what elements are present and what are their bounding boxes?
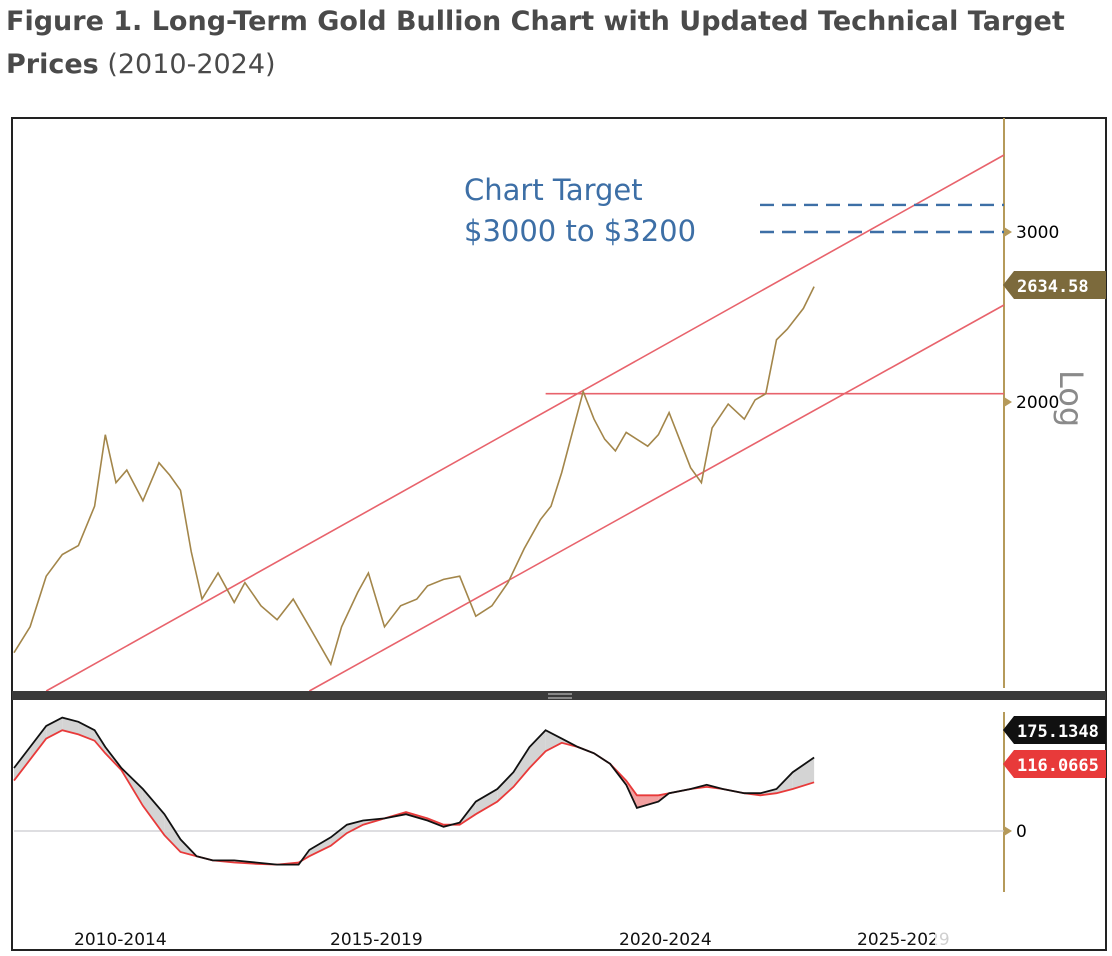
watermark-overlay: [935, 924, 1105, 948]
oscillator-fill-segment: [529, 730, 546, 768]
oscillator-fill-segment: [475, 789, 498, 815]
oscillator-tick-mark: [1004, 826, 1012, 836]
last-price-tag-shape: [1003, 271, 1106, 299]
oscillator-fill-segment: [545, 730, 562, 752]
oscillator-tag-red-shape: [1003, 750, 1106, 778]
oscillator-fill-segment: [792, 757, 815, 789]
oscillator-fill-segment: [497, 772, 514, 802]
price-panel: Chart Target $3000 to $3200 2000 3000 263…: [13, 154, 1106, 692]
oscillator-fill-segment: [330, 824, 347, 846]
period-label: 2025-2029: [857, 930, 950, 950]
channel-line: [45, 154, 1005, 692]
price-tick-label: 2000: [1016, 393, 1059, 413]
price-ticks: 2000 3000: [1004, 223, 1059, 413]
figure-title-years: (2010-2024): [98, 49, 276, 80]
oscillator-fill-segment: [142, 789, 165, 836]
period-label: 2010-2014: [74, 930, 167, 950]
price-tick-label: 3000: [1016, 223, 1059, 243]
oscillator-value-tag-black: 175.1348: [1003, 716, 1106, 744]
oscillator-fill-segment: [513, 747, 530, 787]
panel-splitter[interactable]: [12, 691, 1106, 700]
oscillator-main-line: [13, 716, 815, 866]
target-label-line1: Chart Target: [464, 173, 643, 207]
oscillator-fill-segment: [636, 795, 659, 808]
splitter-grip: [548, 697, 572, 699]
period-label: 2015-2019: [330, 930, 423, 950]
oscillator-tick-label: 0: [1016, 822, 1027, 842]
gold-price-line: [13, 286, 815, 667]
target-dashes: [760, 203, 1004, 234]
oscillator-tag-black-shape: [1003, 716, 1106, 744]
figure-title-bold: Figure 1. Long-Term Gold Bullion Chart w…: [6, 6, 1065, 80]
last-price-tag: 2634.58: [1003, 271, 1106, 299]
log-axis-label: Log: [1052, 370, 1090, 427]
oscillator-signal-line: [13, 729, 815, 866]
target-label-line2: $3000 to $3200: [464, 214, 696, 248]
price-tick-mark: [1004, 397, 1012, 407]
oscillator-ticks: 0: [1004, 822, 1027, 842]
oscillator-value-tag-red: 116.0665: [1003, 750, 1106, 778]
chart-frame: [11, 117, 1107, 951]
oscillator-fill-segment: [14, 747, 31, 781]
oscillator-fill-segment: [164, 814, 181, 852]
oscillator-fill-segment: [46, 717, 63, 739]
channel-line: [308, 304, 1005, 692]
oscillator-panel: 0 175.1348 116.0665: [13, 716, 1106, 866]
last-price-label: 2634.58: [1017, 277, 1089, 297]
splitter-grip: [548, 693, 572, 695]
oscillator-fill-segment: [309, 837, 331, 857]
x-axis-labels: 2010-2014 2015-2019 2020-2024 2025-2029: [74, 930, 950, 950]
period-label: 2020-2024: [619, 930, 712, 950]
channel-lines: [45, 154, 1005, 692]
oscillator-fill-segment: [30, 726, 47, 760]
price-tick-mark: [1004, 227, 1012, 237]
oscillator-value-black: 175.1348: [1017, 722, 1099, 742]
figure-title: Figure 1. Long-Term Gold Bullion Chart w…: [6, 0, 1106, 86]
oscillator-value-red: 116.0665: [1017, 756, 1099, 776]
oscillator-fill-segment: [62, 717, 79, 735]
